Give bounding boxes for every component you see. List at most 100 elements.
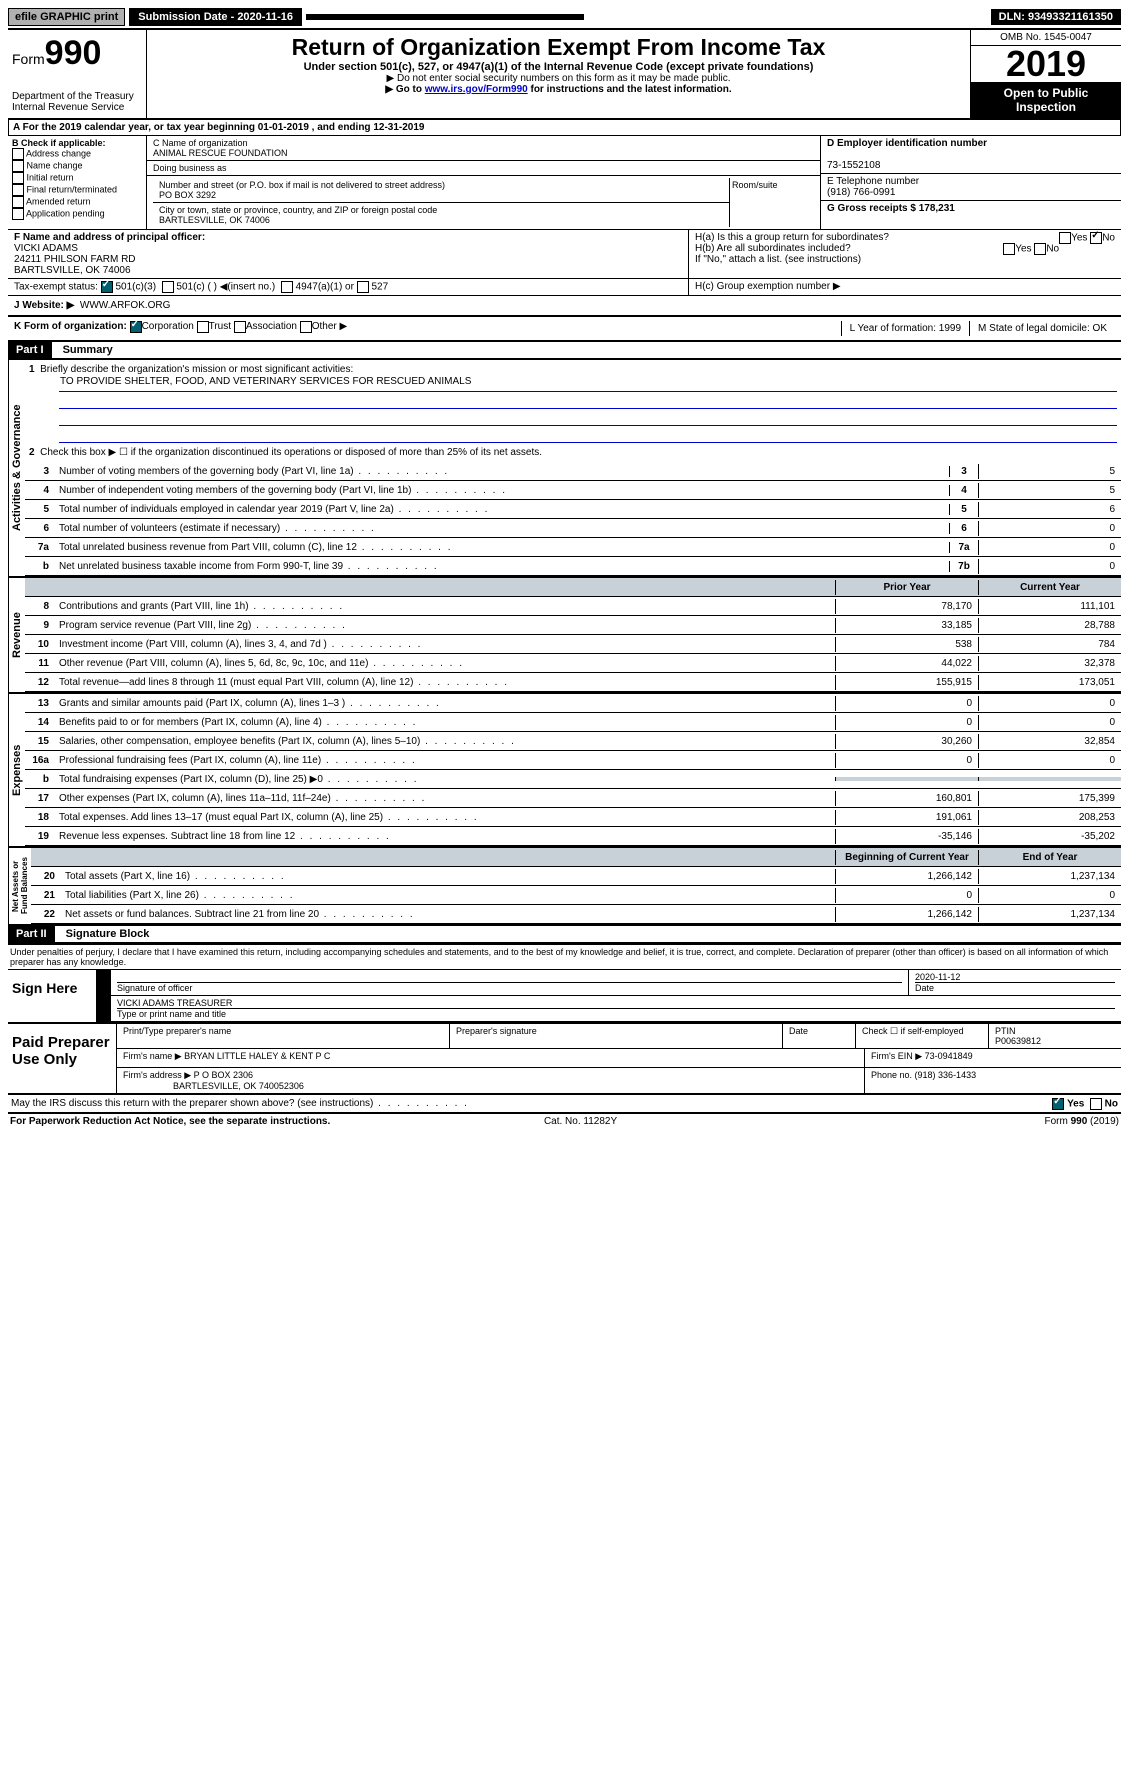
- line-text: Program service revenue (Part VIII, line…: [55, 618, 835, 633]
- line-num: b: [25, 561, 55, 572]
- yes: Yes: [1067, 1099, 1084, 1110]
- line-text: Total assets (Part X, line 16): [61, 869, 835, 884]
- website: WWW.ARFOK.ORG: [80, 300, 171, 311]
- irs-link[interactable]: www.irs.gov/Form990: [425, 84, 528, 95]
- ts-527: 527: [372, 282, 389, 293]
- cb-amended[interactable]: [12, 196, 24, 208]
- firm-name-label: Firm's name ▶: [123, 1051, 182, 1061]
- prior-val: -35,146: [835, 829, 978, 844]
- firm-ein: Firm's EIN ▶ 73-0941849: [864, 1049, 1121, 1067]
- form-number: Form990: [12, 34, 142, 73]
- blank3: [59, 426, 1117, 443]
- line-text: Investment income (Part VIII, column (A)…: [55, 637, 835, 652]
- box-c: C Name of organization ANIMAL RESCUE FOU…: [147, 136, 820, 229]
- cb-hb-no[interactable]: [1034, 243, 1046, 255]
- opt-final: Final return/terminated: [27, 184, 118, 194]
- submission-date: Submission Date - 2020-11-16: [129, 8, 302, 26]
- col-end: End of Year: [978, 850, 1121, 865]
- part2-header: Part II Signature Block: [8, 926, 1121, 943]
- cb-name[interactable]: [12, 160, 24, 172]
- col-prior: Prior Year: [835, 580, 978, 595]
- line-row: 18 Total expenses. Add lines 13–17 (must…: [25, 808, 1121, 827]
- cb-501c[interactable]: [162, 281, 174, 293]
- prior-val: 78,170: [835, 599, 978, 614]
- prior-val: 1,266,142: [835, 869, 978, 884]
- prep-name-label: Print/Type preparer's name: [116, 1024, 449, 1048]
- prior-val: 0: [835, 888, 978, 903]
- prep-sig-label: Preparer's signature: [449, 1024, 782, 1048]
- cb-other[interactable]: [300, 321, 312, 333]
- line-num: 21: [31, 890, 61, 901]
- line-row: 6 Total number of volunteers (estimate i…: [25, 519, 1121, 538]
- governance-section: Activities & Governance 1 Briefly descri…: [8, 359, 1121, 576]
- self-emp: Check ☐ if self-employed: [855, 1024, 988, 1048]
- line-row: 10 Investment income (Part VIII, column …: [25, 635, 1121, 654]
- line-row: 16a Professional fundraising fees (Part …: [25, 751, 1121, 770]
- col-current: Current Year: [978, 580, 1121, 595]
- line-text: Number of voting members of the governin…: [55, 464, 949, 479]
- ts-4947: 4947(a)(1) or: [296, 282, 354, 293]
- org-name-label: C Name of organization: [153, 138, 248, 148]
- box-b-label: B Check if applicable:: [12, 138, 106, 148]
- sig-officer: Signature of officer: [117, 982, 902, 993]
- ptin-label: PTIN: [995, 1026, 1016, 1036]
- expenses-section: Expenses 13 Grants and similar amounts p…: [8, 692, 1121, 846]
- line-num: 4: [25, 485, 55, 496]
- cb-discuss-no[interactable]: [1090, 1098, 1102, 1110]
- org-name: ANIMAL RESCUE FOUNDATION: [153, 148, 288, 158]
- tax-status-row: Tax-exempt status: 501(c)(3) 501(c) ( ) …: [8, 279, 1121, 296]
- line-row: 8 Contributions and grants (Part VIII, l…: [25, 597, 1121, 616]
- phone-label: E Telephone number: [827, 176, 919, 187]
- prior-val: 538: [835, 637, 978, 652]
- cb-initial[interactable]: [12, 172, 24, 184]
- tri-icon: [96, 996, 110, 1021]
- note2-pre: ▶ Go to: [385, 84, 424, 95]
- ts-c3: 501(c)(3): [115, 282, 156, 293]
- prior-val: 155,915: [835, 675, 978, 690]
- cb-hb-yes[interactable]: [1003, 243, 1015, 255]
- hb2: If "No," attach a list. (see instruction…: [695, 254, 861, 265]
- cb-527[interactable]: [357, 281, 369, 293]
- cb-ha-no[interactable]: [1090, 232, 1102, 244]
- cb-501c3[interactable]: [101, 281, 113, 293]
- line-text: Net assets or fund balances. Subtract li…: [61, 907, 835, 922]
- cb-trust[interactable]: [197, 321, 209, 333]
- paperwork: For Paperwork Reduction Act Notice, see …: [10, 1116, 330, 1127]
- line-num: 5: [25, 504, 55, 515]
- box-de: D Employer identification number 73-1552…: [820, 136, 1121, 229]
- cb-discuss-yes[interactable]: [1052, 1098, 1064, 1110]
- line-row: b Total fundraising expenses (Part IX, c…: [25, 770, 1121, 789]
- current-val: 0: [978, 753, 1121, 768]
- line-box: 4: [949, 485, 978, 496]
- efile-button[interactable]: efile GRAPHIC print: [8, 8, 125, 26]
- cb-address[interactable]: [12, 148, 24, 160]
- line-val: 5: [978, 483, 1121, 498]
- website-row: J Website: ▶ WWW.ARFOK.ORG: [8, 296, 1121, 317]
- part1-header: Part I Summary: [8, 342, 1121, 359]
- ein: 73-1552108: [827, 160, 880, 171]
- blank2: [59, 409, 1117, 426]
- form-ref: Form 990 (2019): [1044, 1116, 1119, 1127]
- opt-initial: Initial return: [27, 172, 74, 182]
- cb-4947[interactable]: [281, 281, 293, 293]
- part1-title: Summary: [55, 344, 113, 356]
- cb-assoc[interactable]: [234, 321, 246, 333]
- cb-corp[interactable]: [130, 321, 142, 333]
- note2-post: for instructions and the latest informat…: [528, 84, 732, 95]
- line-text: Total revenue—add lines 8 through 11 (mu…: [55, 675, 835, 690]
- box-m: M State of legal domicile: OK: [969, 321, 1115, 336]
- cb-final[interactable]: [12, 184, 24, 196]
- firm-city: BARTLESVILLE, OK 740052306: [173, 1081, 304, 1091]
- ts-c: 501(c) ( ) ◀(insert no.): [176, 282, 275, 293]
- line-box: 7a: [949, 542, 978, 553]
- cb-pending[interactable]: [12, 208, 24, 220]
- ptin: P00639812: [995, 1036, 1041, 1046]
- cb-ha-yes[interactable]: [1059, 232, 1071, 244]
- opt-amended: Amended return: [26, 196, 91, 206]
- prior-val: 33,185: [835, 618, 978, 633]
- website-label: J Website: ▶: [14, 300, 74, 311]
- line-text: Total number of volunteers (estimate if …: [55, 521, 949, 536]
- line-text: Salaries, other compensation, employee b…: [55, 734, 835, 749]
- line-num: 10: [25, 639, 55, 650]
- prior-val: [835, 777, 978, 781]
